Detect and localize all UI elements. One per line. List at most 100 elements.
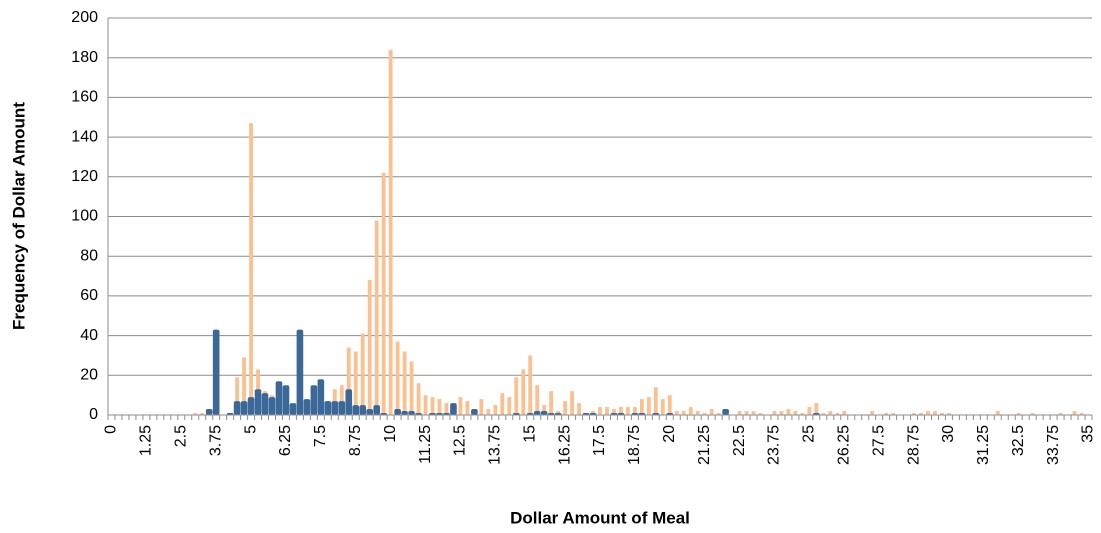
bar xyxy=(401,411,408,415)
bar xyxy=(786,409,791,415)
bar xyxy=(528,355,533,415)
bar xyxy=(303,399,311,415)
bar xyxy=(212,329,220,415)
bar xyxy=(919,413,923,415)
bar xyxy=(598,407,602,415)
x-tick-label: 15 xyxy=(521,425,538,443)
bar xyxy=(540,411,548,415)
bar xyxy=(275,381,283,415)
bar xyxy=(751,411,756,415)
x-tick-label: 2.5 xyxy=(172,425,189,447)
bar xyxy=(821,413,826,415)
x-tick-label: 21.25 xyxy=(696,425,713,465)
x-tick-label: 7.5 xyxy=(312,425,329,447)
x-tick-label: 17.5 xyxy=(591,425,608,456)
bar xyxy=(507,397,512,415)
bar xyxy=(193,413,198,415)
x-tick-label: 32.5 xyxy=(1010,425,1027,456)
y-tick-label: 140 xyxy=(71,128,98,145)
bar xyxy=(395,341,400,415)
bar xyxy=(423,395,428,415)
bar xyxy=(500,393,505,415)
x-tick-label: 13.75 xyxy=(487,425,504,465)
bar xyxy=(373,405,380,415)
bar xyxy=(940,413,944,415)
bar xyxy=(722,409,729,415)
bar xyxy=(758,413,763,415)
bar xyxy=(639,399,644,415)
y-tick-label: 200 xyxy=(71,9,98,26)
bar xyxy=(926,411,930,415)
bar xyxy=(324,401,332,415)
x-tick-label: 12.5 xyxy=(452,425,469,456)
y-tick-label: 100 xyxy=(71,208,98,225)
bar xyxy=(744,411,749,415)
y-axis-title: Frequency of Dollar Amount xyxy=(9,102,28,330)
bar xyxy=(353,351,358,415)
bar xyxy=(1072,411,1077,415)
x-tick-label: 28.75 xyxy=(905,425,922,465)
bar xyxy=(444,403,449,415)
x-tick-label: 6.25 xyxy=(277,425,294,456)
bar xyxy=(458,397,463,415)
bar xyxy=(563,401,568,415)
x-tick-label: 11.25 xyxy=(417,425,434,464)
x-tick-label: 16.25 xyxy=(556,425,573,465)
bar xyxy=(807,407,812,415)
bar xyxy=(200,413,205,415)
bar xyxy=(793,411,798,415)
bar xyxy=(205,409,213,415)
bar xyxy=(247,397,255,415)
bar xyxy=(437,399,442,415)
bar xyxy=(681,411,686,415)
bar xyxy=(381,172,386,415)
bar xyxy=(674,411,679,415)
bar xyxy=(772,411,777,415)
bar xyxy=(486,409,491,415)
bar xyxy=(947,413,951,415)
bar xyxy=(605,407,609,415)
y-tick-label: 0 xyxy=(89,406,98,423)
bar xyxy=(549,391,554,415)
x-tick-label: 20 xyxy=(661,425,678,443)
y-tick-label: 40 xyxy=(80,327,98,344)
x-tick-label: 3.75 xyxy=(207,425,224,456)
bar xyxy=(296,329,304,415)
bar xyxy=(359,405,367,415)
bar xyxy=(667,395,672,415)
bar xyxy=(249,123,253,415)
x-tick-label: 33.75 xyxy=(1045,425,1062,465)
bar xyxy=(388,49,393,415)
bar xyxy=(570,391,575,415)
bar xyxy=(514,377,519,415)
bar xyxy=(660,399,665,415)
bar xyxy=(339,385,344,415)
bar xyxy=(408,411,415,415)
bar xyxy=(828,411,833,415)
bar xyxy=(688,407,693,415)
bar xyxy=(268,397,276,415)
x-axis-title: Dollar Amount of Meal xyxy=(510,508,690,527)
bar xyxy=(360,333,365,415)
bar xyxy=(366,409,374,415)
x-tick-label: 31.25 xyxy=(975,425,992,465)
bar xyxy=(625,407,630,415)
x-tick-label: 18.75 xyxy=(626,425,643,465)
x-tick-label: 23.75 xyxy=(766,425,783,465)
bar xyxy=(695,411,700,415)
bar xyxy=(542,405,547,415)
bar xyxy=(842,411,847,415)
x-tick-label: 25 xyxy=(801,425,818,443)
bar xyxy=(367,280,372,415)
y-tick-label: 160 xyxy=(71,89,98,106)
bar xyxy=(646,397,651,415)
bar xyxy=(619,407,623,415)
bar xyxy=(394,409,401,415)
bar xyxy=(235,377,240,415)
y-tick-label: 120 xyxy=(71,168,98,185)
bar xyxy=(282,385,290,415)
x-tick-label: 1.25 xyxy=(138,425,155,456)
x-tick-label: 26.25 xyxy=(835,425,852,465)
bar xyxy=(346,347,351,415)
